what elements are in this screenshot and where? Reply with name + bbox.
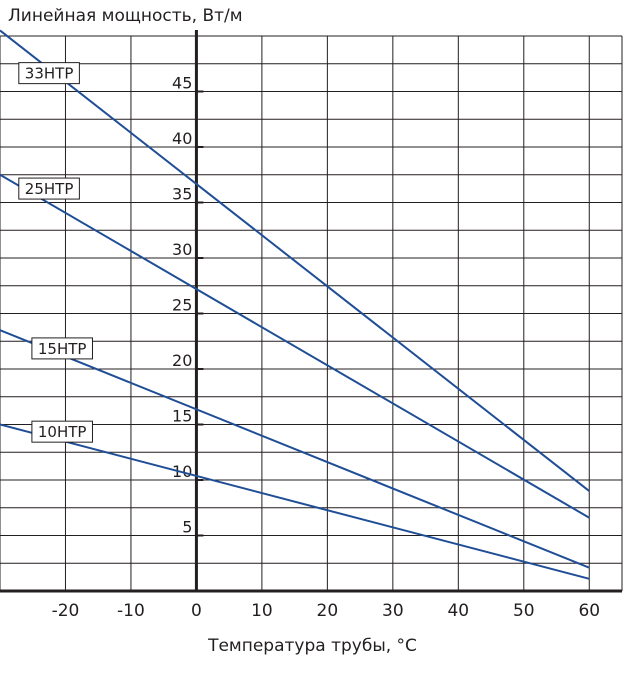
series-label: 15НТР [31, 337, 93, 360]
series-line [0, 423, 590, 580]
chart-title: Линейная мощность, Вт/м [8, 6, 243, 26]
series-label: 33НТР [18, 62, 80, 85]
x-tick-label: 60 [578, 601, 600, 621]
series-label: 10НТР [31, 420, 93, 443]
y-tick-label: 45 [172, 74, 192, 93]
x-tick-label: 50 [513, 601, 535, 621]
x-tick-label: 20 [317, 601, 339, 621]
series-label-text: 33НТР [25, 65, 74, 83]
y-tick-label: 25 [172, 296, 192, 315]
series-label-box [31, 337, 93, 360]
x-axis-label: Температура трубы, °C [208, 636, 417, 656]
series-label-box [18, 177, 80, 200]
series-label-text: 15НТР [38, 340, 87, 358]
x-tick-label: 30 [382, 601, 404, 621]
y-tick-label: 5 [182, 518, 192, 537]
x-tick-label: 40 [447, 601, 469, 621]
y-tick-label: 40 [172, 129, 192, 148]
y-tick-label: 35 [172, 185, 192, 204]
grid-lines [0, 35, 623, 592]
series-label-box [31, 420, 93, 443]
series-labels: 33НТР 25НТР 15НТР 10НТР [18, 62, 93, 443]
series-line [0, 329, 590, 569]
series-label: 25НТР [18, 177, 80, 200]
series-line [0, 29, 590, 492]
y-tick-label: 30 [172, 240, 192, 259]
x-tick-label: -10 [117, 601, 145, 621]
x-tick-label: 0 [191, 601, 202, 621]
series-label-box [18, 62, 80, 85]
x-tick-label: 10 [251, 601, 273, 621]
y-tick-label: 15 [172, 407, 192, 426]
y-tick-label: 20 [172, 351, 192, 370]
series-label-text: 25НТР [25, 180, 74, 198]
axes [0, 30, 622, 593]
x-tick-label: -20 [52, 601, 80, 621]
series-lines [0, 29, 590, 580]
series-label-text: 10НТР [38, 423, 87, 441]
series-line [0, 173, 590, 519]
